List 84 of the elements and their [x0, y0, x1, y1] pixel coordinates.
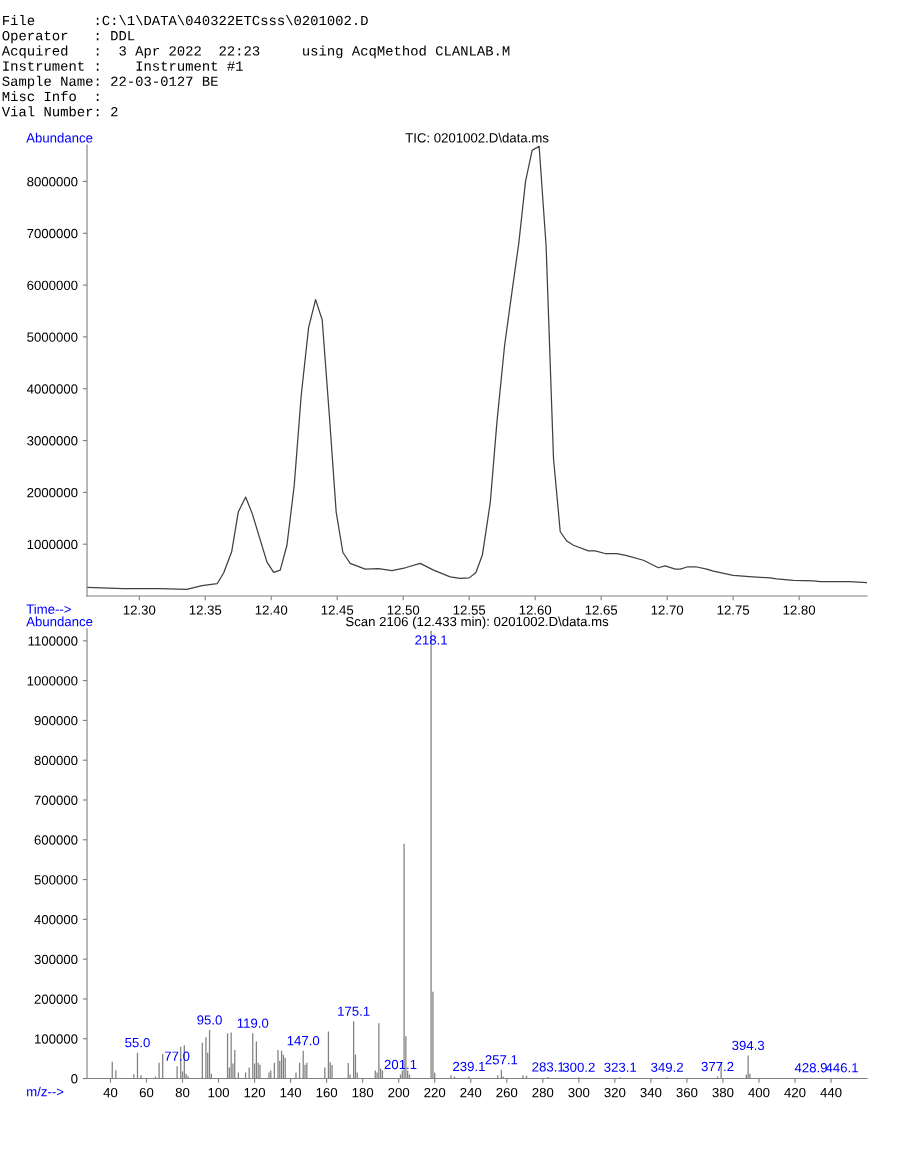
x-tick-label: 400	[748, 1087, 770, 1098]
x-tick-label: 360	[676, 1087, 698, 1098]
text: File :C:\1\DATA\040322ETCsss\0201002.D	[3, 15, 368, 26]
y-tick-label: 5000000	[27, 332, 78, 342]
annotation: 218.1	[415, 635, 447, 645]
annotation: 283.1	[532, 1062, 565, 1072]
x-axis-title: m/z-->	[27, 1086, 64, 1097]
text: Acquired : 3 Apr 2022 22:23 using AcqMethod CLANLAB.M	[1, 45, 510, 59]
y-tick-label: 6000000	[27, 280, 78, 290]
x-tick-label: 12.70	[651, 605, 684, 615]
annotation: 55.0	[125, 1037, 150, 1048]
x-tick-label: 40	[103, 1087, 118, 1098]
x-tick-label: 12.75	[717, 605, 750, 615]
x-tick-label: 200	[388, 1087, 410, 1098]
y-tick-label: 100000	[34, 1034, 78, 1044]
annotation: 257.1	[485, 1055, 518, 1065]
y-tick-label: 2000000	[27, 487, 78, 498]
x-tick-label: 60	[139, 1087, 154, 1098]
annotation: 300.2	[562, 1062, 595, 1072]
y-tick-label: 900000	[34, 715, 78, 726]
x-tick-label: 12.80	[783, 605, 816, 615]
annotation: 349.2	[651, 1062, 683, 1072]
text: Instrument : Instrument #1	[3, 61, 243, 71]
x-tick-label: 80	[175, 1087, 190, 1098]
x-tick-label: 120	[244, 1087, 266, 1098]
x-tick-label: 420	[784, 1087, 806, 1098]
y-tick-label: 8000000	[27, 177, 78, 187]
annotation: 147.0	[287, 1035, 320, 1046]
annotation: 377.2	[701, 1061, 734, 1072]
annotation: 446.1	[825, 1063, 858, 1073]
annotation: 201.1	[384, 1059, 417, 1070]
text: Sample Name: 22-03-0127 BE	[2, 75, 218, 89]
annotation: 239.1	[453, 1061, 485, 1072]
x-tick-label: 340	[640, 1087, 662, 1098]
x-tick-label: 100	[208, 1087, 230, 1098]
text: Misc Info :	[2, 91, 99, 102]
x-axis-title: Time-->	[26, 604, 71, 614]
chart-title: TIC: 0201002.D\data.ms	[405, 132, 549, 143]
y-tick-label: 800000	[34, 755, 78, 766]
x-tick-label: 160	[316, 1087, 338, 1098]
x-tick-label: 12.50	[387, 605, 420, 615]
y-tick-label: 7000000	[27, 228, 78, 239]
line-series	[87, 145, 868, 591]
y-tick-label: 1000000	[27, 676, 78, 686]
annotation: 323.1	[604, 1062, 637, 1072]
annotation: 175.1	[338, 1006, 370, 1016]
x-tick-label: 380	[712, 1087, 734, 1098]
annotation: 394.3	[732, 1040, 765, 1051]
x-tick-label: 12.35	[189, 605, 222, 615]
x-tick-label: 12.65	[585, 605, 618, 615]
x-tick-label: 140	[280, 1087, 302, 1098]
x-tick-label: 440	[820, 1087, 842, 1098]
y-tick-label: 200000	[34, 994, 78, 1004]
x-tick-label: 280	[532, 1087, 554, 1098]
y-tick-label: 4000000	[26, 384, 78, 394]
y-axis-title: Abundance	[26, 132, 93, 143]
y-tick-label: 300000	[34, 954, 78, 965]
x-tick-label: 12.40	[255, 605, 288, 615]
y-tick-label: 3000000	[27, 436, 78, 446]
y-axis-title: Abundance	[26, 616, 93, 627]
x-tick-label: 12.45	[321, 605, 354, 615]
x-tick-label: 12.60	[519, 605, 552, 615]
annotation: 77.0	[164, 1051, 190, 1061]
text: Operator : DDL	[2, 30, 135, 44]
y-tick-label: 700000	[34, 795, 78, 805]
x-tick-label: 220	[424, 1087, 446, 1098]
x-tick-label: 240	[460, 1087, 482, 1098]
x-tick-label: 260	[496, 1087, 518, 1098]
y-tick-label: 0	[71, 1074, 78, 1084]
annotation: 95.0	[197, 1015, 222, 1025]
chart-title: Scan 2106 (12.433 min): 0201002.D\data.ms	[345, 616, 609, 629]
annotation: 119.0	[237, 1018, 269, 1028]
x-tick-label: 320	[604, 1087, 626, 1098]
annotation: 428.9	[794, 1063, 827, 1073]
text: Vial Number: 2	[1, 106, 118, 117]
x-tick-label: 12.55	[453, 605, 486, 615]
y-tick-label: 600000	[34, 835, 78, 845]
y-tick-label: 400000	[34, 914, 78, 925]
x-tick-label: 180	[352, 1087, 374, 1098]
y-tick-label: 1100000	[28, 636, 78, 646]
x-tick-label: 12.30	[123, 605, 156, 615]
y-tick-label: 1000000	[27, 539, 78, 550]
y-tick-label: 500000	[34, 875, 78, 885]
x-tick-label: 300	[568, 1087, 590, 1098]
